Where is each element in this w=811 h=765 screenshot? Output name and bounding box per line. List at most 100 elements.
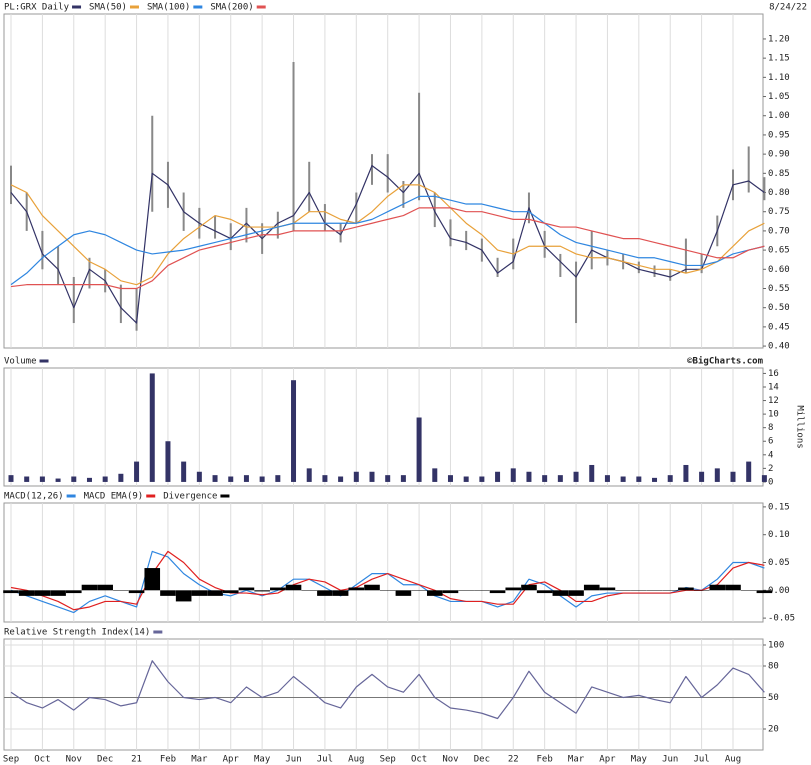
divergence-bar	[536, 590, 553, 594]
divergence-bar	[97, 584, 113, 591]
x-tick-label: Apr	[599, 755, 616, 765]
y-tick-label: 0	[768, 477, 773, 487]
volume-bar	[667, 475, 673, 482]
divergence-bar	[505, 587, 522, 591]
divergence-bar	[395, 590, 412, 596]
y-tick-label: 1.00	[768, 111, 790, 121]
volume-bar	[86, 477, 92, 482]
volume-bar	[259, 476, 265, 482]
divergence-bar	[615, 590, 631, 591]
y-tick-label: 12	[768, 396, 779, 406]
x-tick-label: Oct	[411, 755, 427, 765]
legend-label: SMA(200)	[210, 3, 253, 13]
volume-bar	[55, 478, 61, 482]
y-tick-label: 10	[768, 410, 779, 420]
y-tick-label: 0.10	[768, 530, 790, 540]
divergence-bar	[474, 590, 490, 591]
divergence-bar	[725, 584, 741, 591]
panel-frame	[3, 13, 764, 349]
y-tick-label: 14	[768, 382, 779, 392]
divergence-bar	[34, 590, 51, 596]
volume-bar	[652, 477, 658, 482]
x-tick-label: Nov	[442, 755, 458, 765]
y-tick-label: 0.50	[768, 303, 790, 313]
y-tick-label: 0.00	[768, 586, 790, 596]
legend-label: Divergence	[163, 492, 217, 502]
divergence-bar	[646, 590, 663, 591]
series-line	[10, 165, 765, 324]
divergence-bar	[552, 590, 569, 596]
divergence-bar	[301, 590, 318, 591]
volume-bar	[181, 461, 187, 482]
credit: ©BigCharts.com	[687, 356, 763, 367]
y-tick-label: 0.95	[768, 130, 790, 140]
divergence-bar	[270, 587, 286, 591]
volume-bar	[243, 475, 249, 482]
divergence-bar	[238, 587, 255, 591]
x-tick-label: Oct	[34, 755, 50, 765]
x-tick-label: 22	[508, 755, 519, 765]
volume-bar	[291, 380, 297, 482]
legend-label: SMA(100)	[147, 3, 190, 13]
volume-bar	[134, 461, 140, 482]
divergence-bar	[222, 590, 239, 594]
volume-bar	[306, 468, 312, 482]
y-tick-label: 0.90	[768, 150, 790, 160]
divergence-bar	[364, 584, 380, 591]
volume-bar	[71, 476, 77, 482]
volume-bar	[542, 475, 548, 482]
volume-bar	[699, 471, 705, 482]
volume-bar	[118, 473, 124, 482]
y-tick-label: 100	[768, 640, 784, 650]
x-tick-label: Sep	[380, 755, 396, 765]
volume-bar	[479, 476, 485, 482]
y-tick-label: 1.05	[768, 92, 790, 102]
divergence-bar	[332, 590, 349, 596]
date-label: 8/24/22	[769, 3, 807, 13]
x-tick-label: Sep	[3, 755, 19, 765]
volume-bar	[573, 471, 579, 482]
volume-bar	[322, 475, 328, 482]
y-tick-label: 2	[768, 464, 773, 474]
y-tick-label: 0.05	[768, 558, 790, 568]
volume-bar	[714, 468, 720, 482]
divergence-bar	[207, 590, 223, 596]
volume-bar	[24, 476, 30, 482]
divergence-bar	[317, 590, 333, 596]
divergence-bar	[50, 590, 66, 596]
divergence-bar	[65, 590, 82, 594]
volume-bar	[165, 441, 171, 482]
volume-bar	[39, 476, 45, 482]
divergence-bar	[599, 587, 616, 591]
y-tick-label: 0.70	[768, 226, 790, 236]
indicator-line	[10, 184, 765, 286]
volume-bar	[102, 476, 108, 482]
divergence-bar	[175, 590, 192, 602]
volume-bar	[683, 464, 689, 482]
volume-bar	[526, 471, 532, 482]
volume-bar	[400, 475, 406, 482]
divergence-bar	[348, 587, 365, 591]
volume-bar	[510, 468, 516, 482]
divergence-bar	[568, 590, 584, 596]
volume-bar	[432, 468, 438, 482]
y-tick-label: 0.55	[768, 284, 790, 294]
volume-bar	[212, 475, 218, 482]
y-tick-label: 0.80	[768, 188, 790, 198]
volume-bar	[8, 475, 14, 482]
y-tick-label: 8	[768, 423, 773, 433]
volume-bar	[369, 471, 375, 482]
divergence-bar	[3, 590, 19, 594]
legend-label: SMA(50)	[89, 3, 127, 13]
divergence-bar	[693, 590, 710, 591]
divergence-bar	[426, 590, 443, 596]
divergence-bar	[144, 568, 161, 591]
volume-bar	[338, 476, 344, 482]
volume-bar	[385, 475, 391, 482]
divergence-bar	[81, 584, 98, 591]
divergence-bar	[442, 590, 459, 594]
legend-label: PL:GRX Daily	[4, 3, 70, 13]
y-tick-label: 0.85	[768, 169, 790, 179]
